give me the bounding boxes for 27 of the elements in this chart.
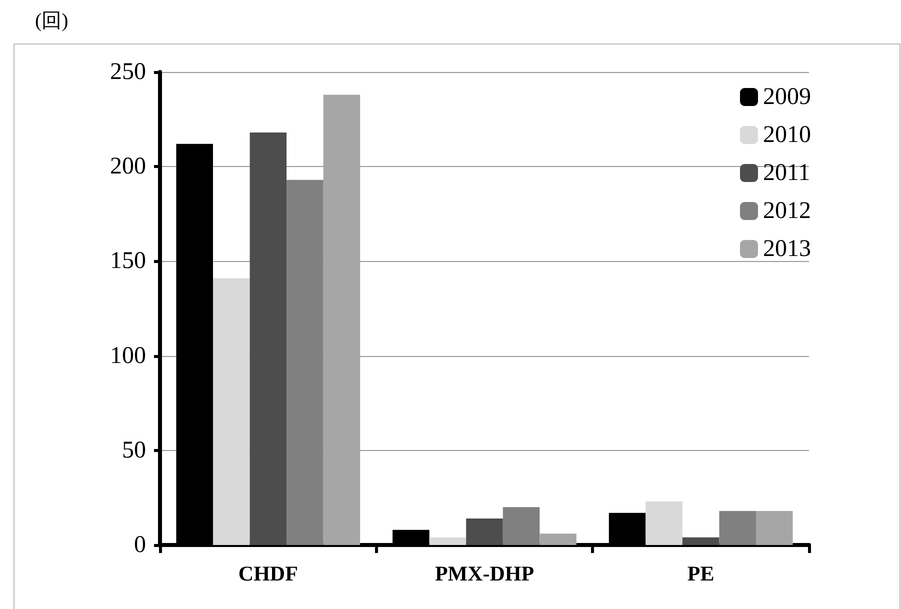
bar bbox=[646, 501, 682, 545]
bar bbox=[756, 510, 793, 545]
legend-label: 2010 bbox=[763, 122, 811, 148]
legend-label: 2011 bbox=[763, 160, 810, 186]
bar bbox=[540, 534, 576, 545]
x-tick-label: CHDF bbox=[238, 562, 298, 586]
bar bbox=[466, 518, 503, 545]
x-tick-label: PE bbox=[687, 562, 714, 586]
bar bbox=[286, 180, 324, 545]
y-tick-label: 0 bbox=[134, 532, 146, 558]
y-tick-label: 100 bbox=[110, 342, 146, 369]
bar bbox=[429, 537, 466, 545]
y-tick-label: 150 bbox=[110, 248, 146, 274]
bar bbox=[719, 510, 756, 545]
bar bbox=[323, 94, 360, 545]
bar bbox=[213, 278, 250, 545]
bar bbox=[682, 537, 720, 545]
bar bbox=[502, 507, 540, 545]
y-tick-label: 200 bbox=[110, 154, 146, 180]
y-tick-label: 50 bbox=[122, 437, 146, 464]
y-tick-label: 250 bbox=[110, 59, 146, 85]
bar bbox=[250, 132, 287, 545]
legend-label: 2012 bbox=[763, 198, 811, 224]
y-axis-title: (回) bbox=[35, 10, 68, 32]
legend-label: 2009 bbox=[763, 84, 811, 110]
x-tick-label: PMX-DHP bbox=[434, 562, 534, 586]
legend-label: 2013 bbox=[763, 236, 811, 262]
